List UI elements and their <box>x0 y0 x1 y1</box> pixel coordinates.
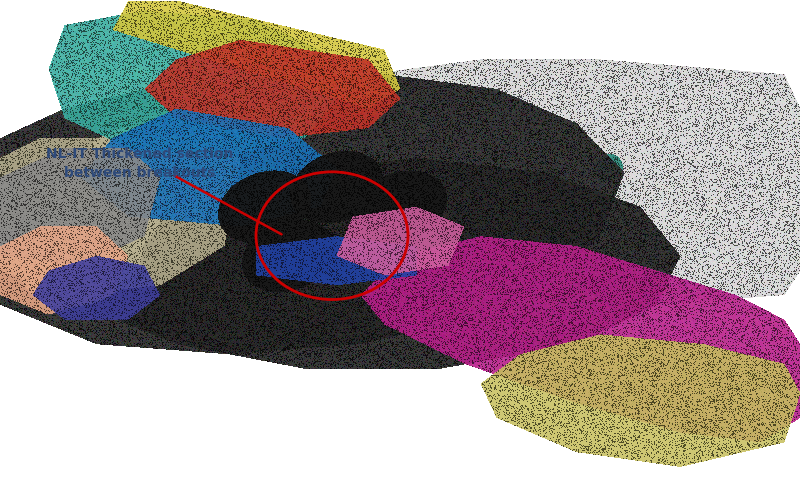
Text: NL-IT Thickened section
between breakouts: NL-IT Thickened section between breakout… <box>46 147 234 180</box>
